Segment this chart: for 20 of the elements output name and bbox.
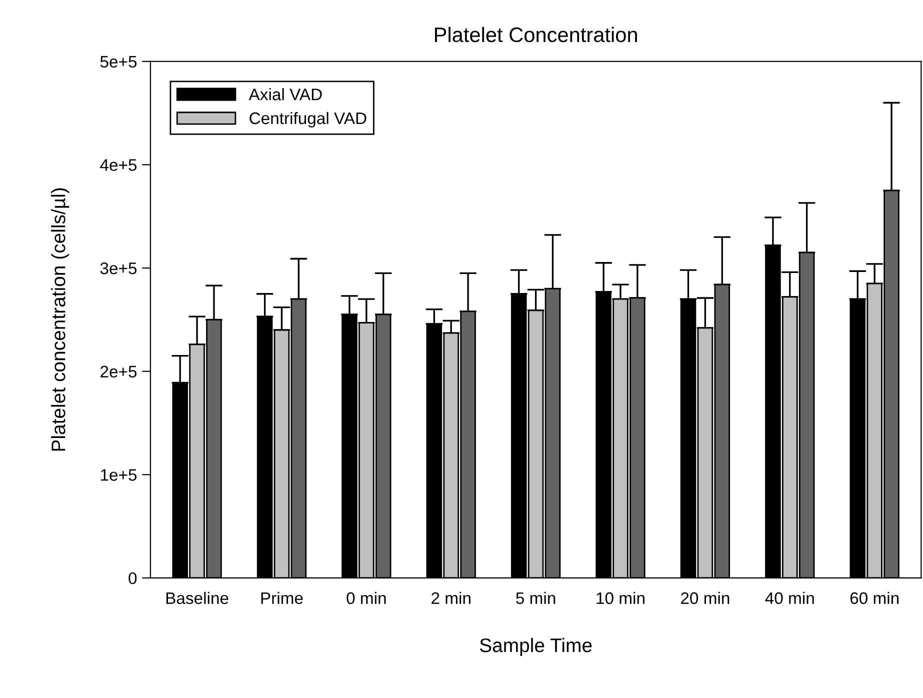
y-tick-label: 1e+5 [100,469,137,481]
x-tick-label: 0 min [346,592,386,604]
legend-label: Centrifugal VAD [250,112,366,128]
chart-title: Platelet Concentration [435,26,637,42]
x-tick-label: Prime [261,592,303,604]
x-axis-title: Sample Time [480,638,592,656]
x-tick-label: 40 min [765,592,814,604]
x-tick-label: 2 min [432,592,470,604]
x-tick-label: 10 min [596,592,644,604]
x-tick-label: 20 min [681,592,730,604]
x-tick-label: Baseline [166,592,228,604]
y-tick-label: 4e+5 [100,159,137,171]
y-tick-label: 2e+5 [100,366,137,378]
x-tick-label: 5 min [516,592,556,604]
y-tick-label: 0 [128,572,137,584]
legend-label: Axial VAD [248,88,322,100]
y-axis-title: Platelet concentration (cells/µl) [51,188,70,451]
x-tick-label: 60 min [850,592,899,604]
y-tick-label: 5e+5 [100,56,137,68]
y-tick-label: 3e+5 [100,262,137,274]
